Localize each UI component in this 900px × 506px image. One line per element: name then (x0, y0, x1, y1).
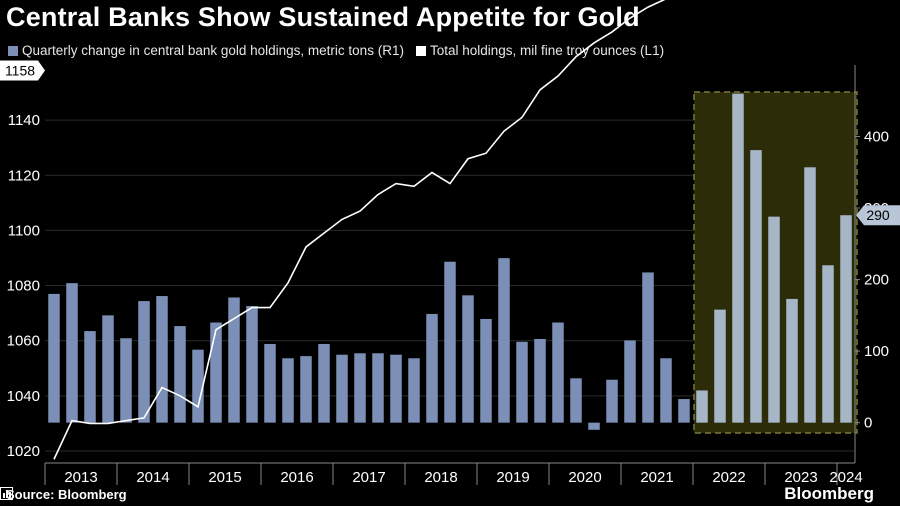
bar (534, 338, 546, 423)
year-label: 2023 (784, 469, 817, 486)
bar (642, 272, 654, 423)
bar (678, 399, 690, 423)
right-callout-box (856, 205, 900, 226)
year-label: 2021 (640, 469, 673, 486)
bar (390, 354, 402, 423)
bar (156, 296, 168, 423)
bar (498, 258, 510, 423)
left-tick-label: 1120 (8, 167, 40, 184)
year-label: 2013 (64, 469, 97, 486)
left-tick-label: 1020 (7, 443, 40, 460)
bar (606, 379, 618, 423)
bar (246, 306, 258, 423)
bar (660, 358, 672, 423)
year-label: 2014 (136, 469, 169, 486)
year-label: 2015 (208, 469, 241, 486)
bar (372, 353, 384, 423)
bar (750, 150, 762, 423)
bar (102, 315, 114, 423)
bar (66, 283, 78, 423)
chart-icon (0, 487, 13, 500)
bar (426, 313, 438, 423)
bar (480, 318, 492, 423)
bar (696, 390, 708, 423)
left-tick-label: 1060 (7, 333, 40, 350)
bar (120, 338, 132, 423)
bloomberg-logo: Bloomberg (784, 484, 874, 503)
bar (318, 343, 330, 423)
bar (210, 322, 222, 423)
bar (444, 261, 456, 423)
chart-title: Central Banks Show Sustained Appetite fo… (6, 2, 640, 32)
bar (786, 298, 798, 423)
bar (228, 297, 240, 423)
left-tick-label: 1100 (8, 222, 40, 239)
bar (408, 358, 420, 423)
bar (192, 349, 204, 423)
year-label: 2017 (352, 469, 385, 486)
legend-item-bars: Quarterly change in central bank gold ho… (8, 43, 404, 58)
bar (264, 343, 276, 423)
right-callout-label: 290 (866, 207, 890, 223)
bar (552, 322, 564, 423)
bar (804, 167, 816, 423)
bar (588, 422, 600, 430)
bar (840, 215, 852, 423)
legend-item-line: Total holdings, mil fine troy ounces (L1… (415, 43, 665, 58)
right-tick-label: 100 (864, 343, 889, 360)
bar (336, 354, 348, 423)
bar (768, 216, 780, 423)
bar (354, 353, 366, 423)
bar (48, 293, 60, 423)
year-label: 2016 (280, 469, 313, 486)
legend-label-bars: Quarterly change in central bank gold ho… (22, 43, 404, 58)
legend: Quarterly change in central bank gold ho… (8, 43, 676, 58)
legend-swatch-line (415, 45, 426, 56)
right-tick-label: 0 (864, 415, 872, 432)
right-tick-label: 400 (864, 129, 889, 146)
bar (516, 341, 528, 423)
bar (300, 356, 312, 423)
bar (570, 378, 582, 423)
bar (624, 340, 636, 423)
source-label: Source: Bloomberg (6, 487, 127, 502)
legend-swatch-bars (8, 45, 18, 56)
bar (714, 309, 726, 423)
bar (732, 93, 744, 423)
year-label: 2024 (829, 469, 862, 486)
right-tick-label: 200 (864, 272, 889, 289)
left-tick-label: 1080 (7, 278, 40, 295)
year-label: 2020 (568, 469, 601, 486)
year-label: 2022 (712, 469, 745, 486)
left-callout-label: 1158 (5, 63, 35, 79)
bar (462, 295, 474, 423)
bar (282, 358, 294, 423)
bar (84, 331, 96, 423)
bar (174, 326, 186, 423)
left-tick-label: 1140 (8, 112, 40, 129)
year-label: 2019 (496, 469, 529, 486)
total-holdings-line (53, 0, 666, 460)
legend-label-line: Total holdings, mil fine troy ounces (L1… (429, 43, 665, 58)
left-callout-box (0, 60, 45, 81)
left-tick-label: 1040 (7, 388, 40, 405)
year-label: 2018 (424, 469, 457, 486)
bar (822, 265, 834, 423)
bar (138, 301, 150, 423)
